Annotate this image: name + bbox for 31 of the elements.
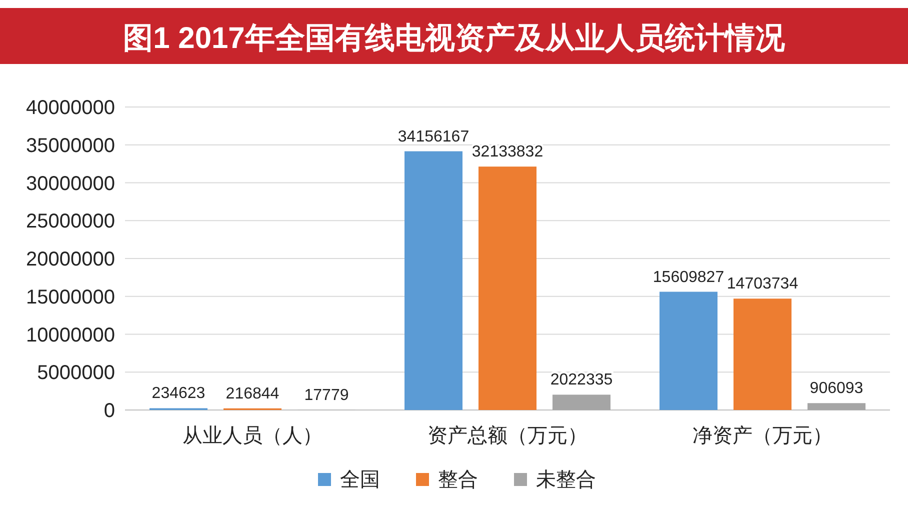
y-tick-label: 35000000 [26,134,115,157]
data-label: 216844 [226,385,280,402]
y-tick-label: 0 [104,400,115,422]
y-tick-label: 25000000 [26,210,115,233]
bar [808,403,866,410]
data-label: 14703734 [726,276,798,293]
bar [552,394,610,410]
y-tick-label: 15000000 [26,286,115,308]
bar [660,292,718,410]
chart-title: 图1 2017年全国有线电视资产及从业人员统计情况 [123,22,786,55]
data-label: 234623 [152,385,206,402]
data-label: 32133832 [472,144,544,161]
legend-label: 全国 [340,469,380,491]
x-tick-label: 从业人员（人） [182,425,322,447]
y-tick-label: 40000000 [26,97,115,119]
bar [404,151,462,410]
data-label: 2022335 [550,372,613,389]
y-tick-label: 20000000 [26,248,115,270]
x-tick-label: 资产总额（万元） [428,425,588,447]
x-tick-label: 净资产（万元） [692,425,832,447]
y-tick-label: 30000000 [26,172,115,195]
data-label: 17779 [304,386,349,404]
legend-label: 整合 [438,469,478,491]
legend-label: 未整合 [536,469,596,491]
data-label: 906093 [810,380,864,398]
y-tick-label: 5000000 [37,362,115,384]
data-label: 34156167 [398,128,470,146]
y-tick-label: 10000000 [26,324,115,346]
bar [478,166,536,410]
bar [734,298,792,410]
data-label: 15609827 [652,268,724,286]
